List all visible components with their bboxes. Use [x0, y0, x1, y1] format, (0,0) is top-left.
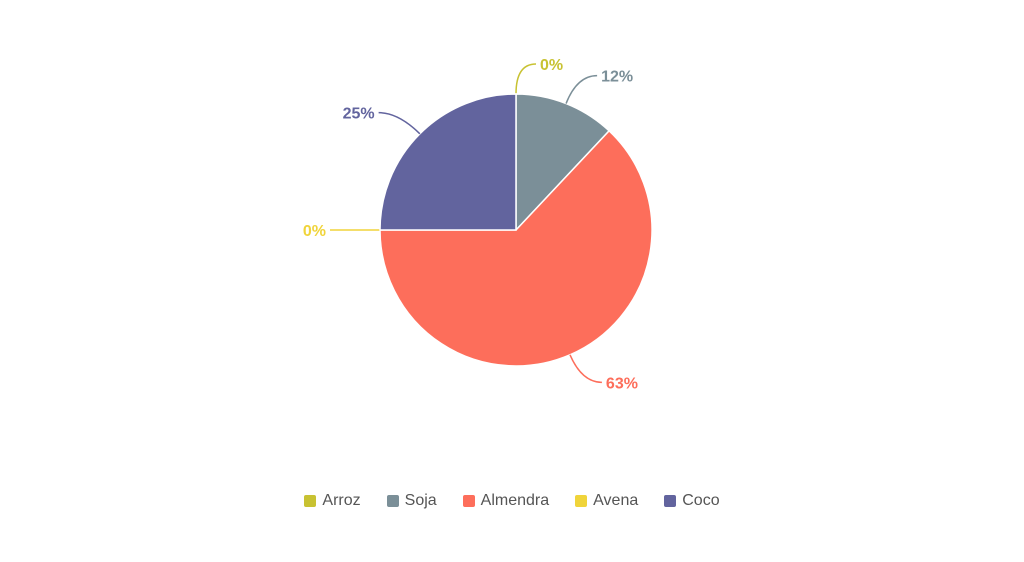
- pie-slice-coco[interactable]: [379, 93, 517, 231]
- leader-line-arroz: [515, 63, 537, 95]
- legend-item-arroz[interactable]: Arroz: [304, 492, 361, 510]
- leader-line-coco: [378, 111, 421, 135]
- legend-swatch: [304, 495, 317, 507]
- legend-label: Avena: [593, 492, 639, 509]
- legend-item-avena[interactable]: Avena: [575, 492, 638, 510]
- legend-swatch: [386, 495, 399, 507]
- legend-swatch: [664, 495, 677, 507]
- data-label-coco: 25%: [343, 106, 375, 123]
- data-label-almendra: 63%: [606, 375, 638, 392]
- leader-line-almendra: [569, 354, 602, 384]
- legend-label: Almendra: [480, 492, 550, 509]
- legend-label: Arroz: [322, 492, 361, 509]
- data-label-soja: 12%: [601, 69, 633, 86]
- legend-swatch: [462, 495, 475, 507]
- legend-label: Coco: [682, 492, 720, 509]
- legend-swatch: [575, 495, 588, 507]
- legend: Arroz Soja Almendra Avena Coco: [0, 492, 1024, 510]
- legend-item-soja[interactable]: Soja: [386, 492, 437, 510]
- pie-slice-soja[interactable]: [515, 93, 611, 232]
- legend-label: Soja: [404, 492, 437, 509]
- legend-item-almendra[interactable]: Almendra: [462, 492, 550, 510]
- legend-item-coco[interactable]: Coco: [664, 492, 720, 510]
- leader-line-soja: [565, 74, 598, 104]
- data-label-avena: 0%: [303, 223, 326, 240]
- data-label-arroz: 0%: [540, 57, 563, 74]
